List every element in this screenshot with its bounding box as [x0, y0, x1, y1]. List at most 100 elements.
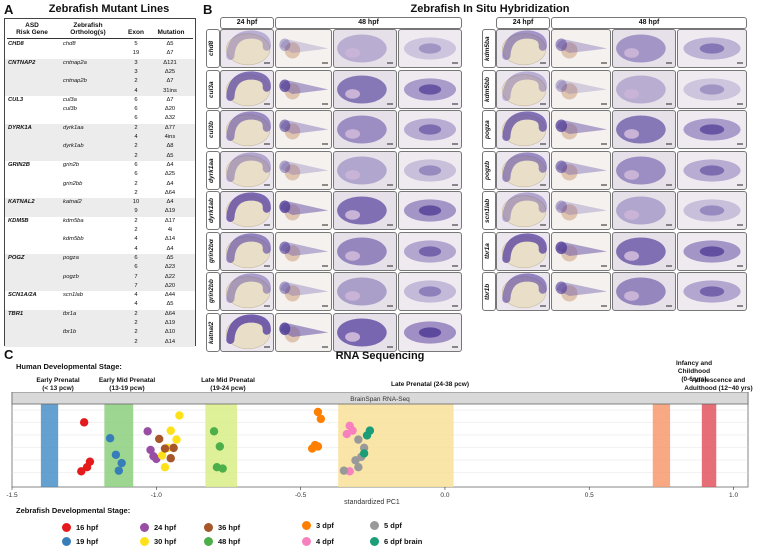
- embryo-24hpf-icon: [225, 111, 271, 147]
- asd-gene-cell: CHD8: [8, 41, 24, 47]
- embryo-48hpf-dorsal-icon: [403, 320, 458, 347]
- ortholog-cell: scn1lab: [63, 292, 83, 299]
- row-label-box: kdm5bb: [482, 69, 496, 109]
- legend-swatch: [62, 523, 71, 532]
- asd-gene-cell: GRIN2B: [8, 161, 30, 168]
- row-label-box: cul3b: [206, 110, 220, 149]
- ish-image-48hpf-head: [612, 29, 676, 68]
- data-point-30-hpf: [157, 451, 167, 460]
- exon-cell: 4: [134, 134, 138, 140]
- mutation-cell: Δ7: [166, 50, 174, 57]
- embryo-48hpf-lateral-icon: [279, 200, 329, 226]
- ish-image-48hpf-head: [612, 231, 676, 271]
- embryo-48hpf-head-icon: [337, 115, 393, 145]
- asd-gene-cell: POGZ: [8, 254, 25, 261]
- mutation-cell: Δ23: [164, 264, 176, 271]
- data-point-30-hpf: [172, 435, 181, 444]
- ish-image-48hpf-lateral: [275, 231, 332, 271]
- ortholog-cell: kdm5bb: [63, 236, 84, 243]
- embryo-48hpf-dorsal-icon: [403, 77, 458, 104]
- table-group-shade: [5, 253, 195, 292]
- exon-cell: 7: [134, 273, 138, 280]
- ish-image-48hpf-dorsal: [398, 272, 462, 311]
- ish-image-48hpf-lateral: [551, 191, 611, 230]
- gene-row-label: dyrk1aa: [208, 157, 215, 183]
- ish-image-48hpf-dorsal: [398, 312, 462, 352]
- exon-cell: 2: [134, 189, 138, 196]
- ortholog-cell: grin2bb: [63, 180, 83, 187]
- embryo-48hpf-dorsal-icon: [403, 239, 458, 266]
- table-group-shade: [5, 309, 195, 347]
- embryo-48hpf-dorsal-icon: [403, 199, 458, 226]
- stage-band: [701, 404, 717, 487]
- mutation-cell: Δ64: [164, 189, 176, 196]
- mutation-cell: 4ins: [164, 134, 176, 140]
- ish-image-48hpf-lateral: [275, 69, 332, 109]
- ortholog-cell: dyrk1aa: [63, 124, 84, 131]
- ish-image-48hpf-lateral: [551, 150, 611, 190]
- exon-cell: 2: [134, 310, 138, 317]
- embryo-48hpf-lateral-icon: [279, 38, 329, 64]
- legend-label: 36 hpf: [218, 523, 241, 532]
- ish-image-48hpf-head: [333, 272, 397, 311]
- ish-image-24hpf: [220, 231, 274, 271]
- embryo-48hpf-head-icon: [616, 74, 672, 104]
- gene-row-label: cul3a: [208, 80, 215, 98]
- asd-gene-cell: CUL3: [8, 96, 24, 103]
- table-group-shade: [5, 123, 195, 161]
- col-header-24hpf: 24 hpf: [496, 17, 550, 29]
- ish-image-48hpf-lateral: [551, 272, 611, 311]
- embryo-48hpf-lateral-icon: [279, 241, 329, 266]
- asd-gene-cell: TBR1: [8, 310, 24, 317]
- gene-row-label: katnal2: [208, 320, 215, 344]
- data-point-19-hpf: [111, 450, 121, 459]
- embryo-48hpf-dorsal-icon: [683, 37, 743, 64]
- data-point-16-hpf: [85, 457, 95, 466]
- embryo-48hpf-head-icon: [616, 115, 672, 145]
- asd-gene-cell: CNTNAP2: [8, 59, 36, 66]
- embryo-48hpf-dorsal-icon: [403, 280, 458, 307]
- ish-image-24hpf: [496, 29, 550, 68]
- ish-image-48hpf-lateral: [275, 110, 332, 149]
- exon-cell: 6: [134, 161, 138, 168]
- table-group-shade: [5, 198, 195, 217]
- stage-late-prenatal: Late Prenatal (24-38 pcw): [390, 381, 470, 388]
- row-label-box: pogza: [482, 110, 496, 149]
- ish-image-48hpf-lateral: [551, 110, 611, 149]
- embryo-48hpf-dorsal-icon: [403, 158, 458, 185]
- gene-row-label: cul3b: [208, 121, 215, 138]
- ish-image-24hpf: [496, 191, 550, 230]
- row-label-box: kdm5ba: [482, 29, 496, 68]
- data-point-4-dpf: [342, 429, 352, 439]
- mutation-cell: Δ5: [166, 301, 174, 308]
- ish-image-48hpf-head: [612, 150, 676, 190]
- row-label-box: katnal2: [206, 312, 220, 352]
- stage-band: [652, 404, 671, 487]
- legend-swatch: [204, 537, 213, 546]
- legend-label: 3 dpf: [316, 521, 334, 530]
- x-axis-label: standardized PC1: [344, 499, 400, 504]
- exon-cell: 2: [134, 152, 138, 159]
- embryo-48hpf-head-icon: [337, 155, 393, 185]
- ish-image-48hpf-dorsal: [677, 272, 747, 311]
- embryo-48hpf-lateral-icon: [279, 79, 329, 104]
- exon-cell: 3: [134, 59, 138, 66]
- row-label-box: dyrk1aa: [206, 150, 220, 190]
- embryo-48hpf-lateral-icon: [279, 322, 329, 347]
- embryo-24hpf-icon: [225, 273, 271, 309]
- ortholog-cell: dyrk1ab: [63, 143, 84, 150]
- data-point-36-hpf: [166, 454, 175, 463]
- mutation-cell: Δ22: [164, 273, 176, 280]
- row-label-box: scn1lab: [482, 191, 496, 230]
- header-rule: [7, 38, 193, 39]
- ortholog-cell: cul3b: [63, 106, 77, 113]
- ish-image-48hpf-dorsal: [677, 110, 747, 149]
- row-label-box: tbr1b: [482, 272, 496, 311]
- mutation-cell: Δ4: [166, 245, 174, 252]
- ish-image-24hpf: [496, 110, 550, 149]
- ish-image-48hpf-head: [333, 191, 397, 230]
- embryo-48hpf-head-icon: [616, 236, 672, 266]
- stage-infancy-childhood: Infancy and Childhood (0-6 yrs): [675, 360, 713, 383]
- data-point-5-dpf: [354, 435, 363, 444]
- asd-gene-cell: SCN1A/2A: [8, 292, 37, 299]
